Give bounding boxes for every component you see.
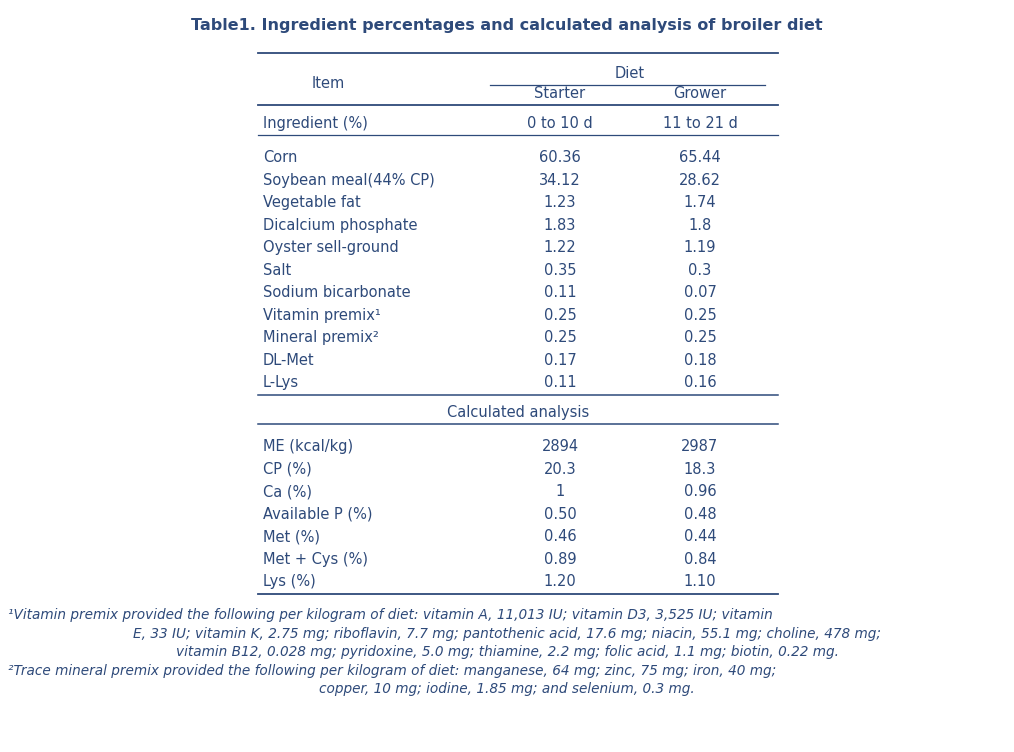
Text: 0.11: 0.11 [544, 375, 576, 390]
Text: 1.10: 1.10 [683, 575, 716, 590]
Text: vitamin B12, 0.028 mg; pyridoxine, 5.0 mg; thiamine, 2.2 mg; folic acid, 1.1 mg;: vitamin B12, 0.028 mg; pyridoxine, 5.0 m… [175, 645, 839, 659]
Text: 0.25: 0.25 [544, 330, 576, 345]
Text: Vitamin premix¹: Vitamin premix¹ [263, 308, 380, 323]
Text: Lys (%): Lys (%) [263, 575, 315, 590]
Text: 0.25: 0.25 [683, 308, 716, 323]
Text: 1.23: 1.23 [544, 195, 576, 210]
Text: Available P (%): Available P (%) [263, 507, 372, 522]
Text: ²Trace mineral premix provided the following per kilogram of diet: manganese, 64: ²Trace mineral premix provided the follo… [8, 663, 777, 678]
Text: 2987: 2987 [681, 439, 719, 454]
Text: Oyster sell-ground: Oyster sell-ground [263, 240, 399, 255]
Text: 0.96: 0.96 [683, 484, 716, 499]
Text: Salt: Salt [263, 262, 291, 277]
Text: 0.11: 0.11 [544, 285, 576, 300]
Text: Calculated analysis: Calculated analysis [447, 405, 589, 420]
Text: ¹Vitamin premix provided the following per kilogram of diet: vitamin A, 11,013 I: ¹Vitamin premix provided the following p… [8, 608, 773, 622]
Text: 1.74: 1.74 [683, 195, 716, 210]
Text: 65.44: 65.44 [679, 150, 721, 165]
Text: 0.18: 0.18 [683, 353, 716, 368]
Text: 0.50: 0.50 [544, 507, 576, 522]
Text: 2894: 2894 [541, 439, 579, 454]
Text: 0.3: 0.3 [689, 262, 712, 277]
Text: 1.20: 1.20 [544, 575, 576, 590]
Text: L-Lys: L-Lys [263, 375, 299, 390]
Text: 1.19: 1.19 [683, 240, 716, 255]
Text: Ingredient (%): Ingredient (%) [263, 117, 368, 132]
Text: 0.46: 0.46 [544, 529, 576, 544]
Text: 1.22: 1.22 [544, 240, 576, 255]
Text: Mineral premix²: Mineral premix² [263, 330, 379, 345]
Text: Ca (%): Ca (%) [263, 484, 312, 499]
Text: Starter: Starter [534, 86, 585, 101]
Text: 1.83: 1.83 [544, 217, 576, 232]
Text: ME (kcal/kg): ME (kcal/kg) [263, 439, 353, 454]
Text: E, 33 IU; vitamin K, 2.75 mg; riboflavin, 7.7 mg; pantothenic acid, 17.6 mg; nia: E, 33 IU; vitamin K, 2.75 mg; riboflavin… [133, 626, 881, 641]
Text: Diet: Diet [614, 65, 645, 80]
Text: 0.84: 0.84 [683, 552, 716, 567]
Text: CP (%): CP (%) [263, 462, 311, 477]
Text: 0.25: 0.25 [544, 308, 576, 323]
Text: 1: 1 [556, 484, 565, 499]
Text: 0 to 10 d: 0 to 10 d [527, 117, 593, 132]
Text: Table1. Ingredient percentages and calculated analysis of broiler diet: Table1. Ingredient percentages and calcu… [192, 18, 822, 33]
Text: Soybean meal(44% CP): Soybean meal(44% CP) [263, 173, 435, 188]
Text: Dicalcium phosphate: Dicalcium phosphate [263, 217, 418, 232]
Text: 28.62: 28.62 [679, 173, 721, 188]
Text: 20.3: 20.3 [544, 462, 576, 477]
Text: 1.8: 1.8 [689, 217, 712, 232]
Text: 0.07: 0.07 [683, 285, 717, 300]
Text: 34.12: 34.12 [539, 173, 581, 188]
Text: Met + Cys (%): Met + Cys (%) [263, 552, 368, 567]
Text: 0.89: 0.89 [544, 552, 576, 567]
Text: 18.3: 18.3 [683, 462, 716, 477]
Text: Corn: Corn [263, 150, 297, 165]
Text: 60.36: 60.36 [539, 150, 581, 165]
Text: 0.44: 0.44 [683, 529, 716, 544]
Text: Item: Item [311, 76, 345, 91]
Text: 11 to 21 d: 11 to 21 d [662, 117, 737, 132]
Text: 0.48: 0.48 [683, 507, 716, 522]
Text: 0.17: 0.17 [544, 353, 576, 368]
Text: Met (%): Met (%) [263, 529, 320, 544]
Text: 0.16: 0.16 [683, 375, 716, 390]
Text: Vegetable fat: Vegetable fat [263, 195, 361, 210]
Text: Sodium bicarbonate: Sodium bicarbonate [263, 285, 411, 300]
Text: copper, 10 mg; iodine, 1.85 mg; and selenium, 0.3 mg.: copper, 10 mg; iodine, 1.85 mg; and sele… [319, 682, 695, 696]
Text: Grower: Grower [673, 86, 727, 101]
Text: 0.35: 0.35 [544, 262, 576, 277]
Text: 0.25: 0.25 [683, 330, 716, 345]
Text: DL-Met: DL-Met [263, 353, 314, 368]
